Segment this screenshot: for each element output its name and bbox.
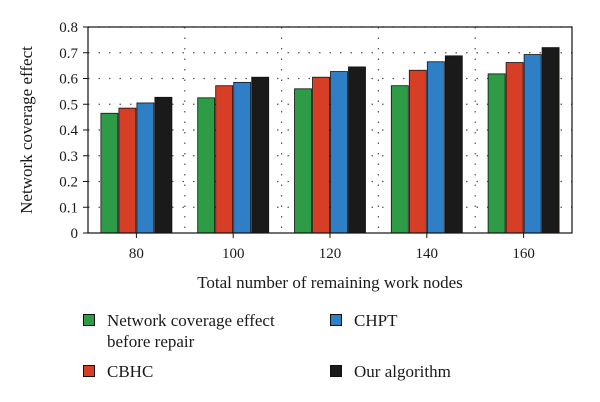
- bar-network-coverage-effect-before-repair-160: [487, 73, 506, 234]
- bar-cbhc-160: [505, 62, 524, 234]
- bar-cbhc-80: [118, 107, 137, 234]
- bar-cbhc-140: [408, 69, 427, 234]
- plot-frame: [87, 26, 573, 234]
- y-tick-label: 0.5: [59, 97, 78, 113]
- bar-network-coverage-effect-before-repair-80: [100, 112, 119, 234]
- bars: [100, 47, 560, 234]
- bar-cbhc-100: [215, 85, 234, 234]
- tick-labels: 0 0.1 0.2 0.3 0.4 0.5 0.6 0.7 0.8 80 100 120 140 160: [59, 20, 535, 262]
- y-tick-label: 0.2: [59, 175, 78, 191]
- y-tick-label: 0.3: [59, 149, 78, 165]
- y-tick-label: 0: [71, 226, 79, 242]
- bar-network-coverage-effect-before-repair-100: [197, 97, 216, 234]
- x-tick-label-120: 120: [319, 246, 342, 262]
- y-tick-label: 0.4: [59, 123, 78, 139]
- bar-our-algorithm-140: [444, 55, 463, 234]
- x-tick-label-80: 80: [129, 246, 144, 262]
- y-tick-label: 0.8: [59, 20, 78, 36]
- bar-chpt-120: [330, 71, 348, 234]
- bar-network-coverage-effect-before-repair-120: [294, 88, 312, 234]
- bar-chpt-100: [233, 81, 252, 234]
- bar-our-algorithm-80: [154, 96, 173, 234]
- y-axis-label: Network coverage effect: [17, 46, 36, 214]
- bar-our-algorithm-100: [251, 76, 270, 234]
- x-axis-label: Total number of remaining work nodes: [197, 273, 463, 292]
- bar-network-coverage-effect-before-repair-140: [390, 85, 409, 234]
- bar-cbhc-120: [312, 76, 330, 234]
- bar-chpt-80: [136, 102, 155, 234]
- y-tick-label: 0.7: [59, 46, 78, 62]
- x-tick-label-160: 160: [512, 246, 535, 262]
- y-tick-label: 0.6: [59, 72, 78, 88]
- bar-chpt-160: [523, 54, 542, 234]
- y-tick-label: 0.1: [59, 200, 78, 216]
- x-tick-label-140: 140: [416, 246, 439, 262]
- x-tick-label-100: 100: [222, 246, 245, 262]
- bar-our-algorithm-160: [541, 47, 560, 234]
- axes: [83, 26, 573, 238]
- bar-chpt-140: [426, 61, 445, 234]
- bar-our-algorithm-120: [348, 66, 366, 234]
